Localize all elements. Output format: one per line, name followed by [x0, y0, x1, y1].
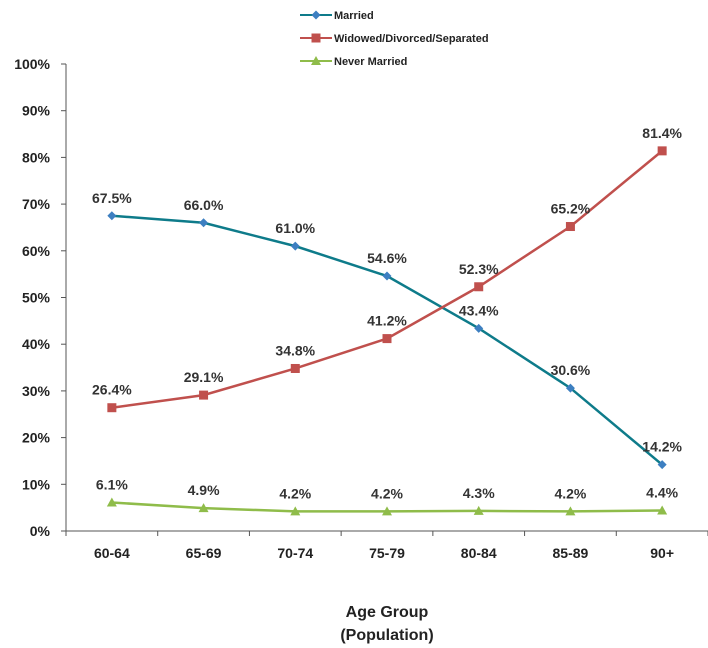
data-point — [199, 390, 209, 400]
y-tick-label: 60% — [22, 243, 51, 259]
data-label: 14.2% — [642, 439, 682, 455]
legend-item: Never Married — [300, 56, 407, 68]
data-point — [290, 363, 300, 373]
y-axis: 0% 10% 20% 30% 40% 50% 60% 70% 80% 90% 100% — [14, 56, 67, 539]
data-point — [382, 271, 392, 281]
x-tick-label: 85-89 — [553, 545, 589, 561]
legend-item: Widowed/Divorced/Separated — [300, 33, 489, 45]
y-tick-label: 100% — [14, 56, 50, 72]
data-point — [382, 334, 392, 344]
x-axis-subtitle: (Population) — [340, 627, 433, 644]
series-widowed-divorced-separated — [107, 146, 667, 413]
legend-label: Widowed/Divorced/Separated — [334, 33, 489, 45]
data-label: 66.0% — [184, 197, 224, 213]
data-label: 61.0% — [275, 220, 315, 236]
series-layer — [106, 146, 668, 516]
data-label: 4.2% — [279, 485, 311, 501]
y-tick-label: 50% — [22, 290, 51, 306]
legend: Married Widowed/Divorced/Separated Never M… — [300, 10, 489, 68]
x-axis-title: Age Group — [346, 604, 429, 621]
y-tick-label: 70% — [22, 196, 51, 212]
data-label: 41.2% — [367, 313, 407, 329]
legend-marker — [311, 56, 321, 65]
data-point — [473, 505, 484, 515]
data-label: 4.9% — [188, 482, 220, 498]
data-point — [565, 383, 575, 393]
data-point — [199, 218, 209, 228]
legend-item: Married — [300, 10, 374, 22]
data-point — [474, 282, 484, 292]
data-point — [290, 241, 300, 251]
data-label: 67.5% — [92, 190, 132, 206]
data-point — [657, 146, 667, 156]
data-label: 29.1% — [184, 369, 224, 385]
data-labels: 67.5% 66.0% 61.0% 54.6% 43.4% 30.6% 14.2% 26.4%… — [92, 125, 683, 502]
legend-marker — [311, 10, 321, 20]
y-tick-label: 30% — [22, 383, 51, 399]
data-label: 43.4% — [459, 302, 499, 318]
legend-label: Never Married — [334, 56, 407, 68]
x-tick-label: 70-74 — [277, 545, 313, 561]
y-tick-label: 80% — [22, 149, 51, 165]
data-label: 4.3% — [463, 485, 495, 501]
data-point — [290, 506, 301, 516]
x-tick-label: 90+ — [650, 545, 674, 561]
data-label: 4.4% — [646, 484, 678, 500]
y-tick-label: 40% — [22, 336, 51, 352]
data-label: 4.2% — [554, 485, 586, 501]
x-tick-label: 65-69 — [186, 545, 222, 561]
y-tick-label: 90% — [22, 103, 51, 119]
data-point — [474, 323, 484, 333]
x-tick-label: 60-64 — [94, 545, 130, 561]
data-label: 4.2% — [371, 485, 403, 501]
y-tick-label: 20% — [22, 430, 51, 446]
data-label: 30.6% — [551, 362, 591, 378]
data-point — [107, 211, 117, 221]
data-label: 81.4% — [642, 125, 682, 141]
x-tick-label: 75-79 — [369, 545, 405, 561]
data-label: 65.2% — [551, 201, 591, 217]
data-point — [106, 497, 117, 507]
data-point — [565, 222, 575, 232]
data-label: 26.4% — [92, 382, 132, 398]
x-axis: 60-64 65-69 70-74 75-79 80-84 85-89 90+ — [65, 530, 708, 561]
y-tick-label: 10% — [22, 476, 51, 492]
data-label: 34.8% — [275, 342, 315, 358]
data-point — [107, 403, 117, 413]
data-point — [198, 503, 209, 513]
y-tick-label: 0% — [30, 523, 51, 539]
data-point — [657, 505, 668, 515]
series-married — [107, 211, 667, 470]
data-point — [565, 506, 576, 516]
legend-label: Married — [334, 10, 374, 22]
data-point — [382, 506, 392, 516]
series-never-married — [106, 497, 668, 516]
data-label: 52.3% — [459, 261, 499, 277]
x-tick-label: 80-84 — [461, 545, 497, 561]
data-label: 54.6% — [367, 250, 407, 266]
data-point — [657, 460, 667, 470]
legend-marker — [311, 33, 321, 43]
data-label: 6.1% — [96, 477, 128, 493]
